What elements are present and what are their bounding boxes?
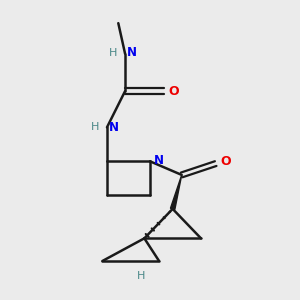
Text: H: H: [137, 271, 145, 281]
Text: N: N: [153, 154, 164, 167]
Text: O: O: [168, 85, 179, 98]
Text: N: N: [109, 121, 119, 134]
Text: H: H: [109, 48, 117, 58]
Polygon shape: [170, 175, 182, 209]
Text: N: N: [128, 46, 137, 59]
Text: H: H: [91, 122, 99, 132]
Text: O: O: [220, 155, 231, 168]
